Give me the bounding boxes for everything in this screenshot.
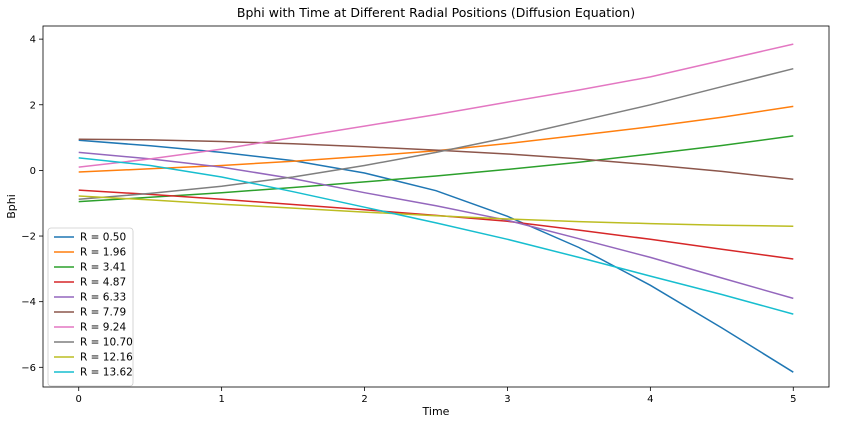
x-tick-label: 4 — [647, 394, 653, 405]
y-tick-label: −2 — [21, 232, 36, 243]
legend-label-6: R = 9.24 — [80, 322, 126, 334]
x-tick-label: 1 — [218, 394, 224, 405]
series-line-1 — [78, 105, 794, 173]
y-tick-label: −6 — [21, 363, 36, 374]
x-tick-label: 0 — [76, 394, 82, 405]
series-line-5 — [78, 138, 794, 181]
legend-label-7: R = 10.70 — [80, 337, 133, 349]
plot-frame — [42, 25, 830, 388]
legend-label-5: R = 7.79 — [80, 307, 126, 319]
legend-label-9: R = 13.62 — [80, 367, 133, 379]
legend-label-2: R = 3.41 — [80, 262, 126, 274]
y-tick-label: −4 — [21, 297, 36, 308]
series-line-2 — [78, 135, 794, 203]
series-line-0 — [78, 139, 794, 373]
x-axis-label: Time — [422, 405, 450, 418]
series-line-4 — [78, 151, 794, 300]
legend-label-4: R = 6.33 — [80, 292, 126, 304]
y-axis-label: Bphi — [5, 194, 18, 219]
x-tick-label: 3 — [504, 394, 510, 405]
x-tick-label: 2 — [361, 394, 367, 405]
y-tick-label: 0 — [30, 166, 36, 177]
y-tick-label: 2 — [30, 100, 36, 111]
legend-label-3: R = 4.87 — [80, 277, 126, 289]
legend-label-1: R = 1.96 — [80, 247, 126, 259]
plot-area — [42, 25, 830, 388]
legend-label-0: R = 0.50 — [80, 232, 126, 244]
series-line-8 — [78, 195, 794, 227]
y-axis: −6 −4 −2 0 2 4 — [21, 35, 43, 374]
x-tick-label: 5 — [790, 394, 796, 405]
y-tick-label: 4 — [30, 35, 36, 46]
series-line-7 — [78, 67, 794, 201]
chart-title: Bphi with Time at Different Radial Posit… — [237, 5, 635, 20]
legend-label-8: R = 12.16 — [80, 352, 133, 364]
series-line-9 — [78, 157, 794, 315]
series-line-6 — [78, 43, 794, 168]
legend: R = 0.50 R = 1.96 R = 3.41 R = 4.87 R = 6.33… — [47, 227, 134, 387]
x-axis: 0 1 2 3 4 5 — [76, 387, 796, 405]
